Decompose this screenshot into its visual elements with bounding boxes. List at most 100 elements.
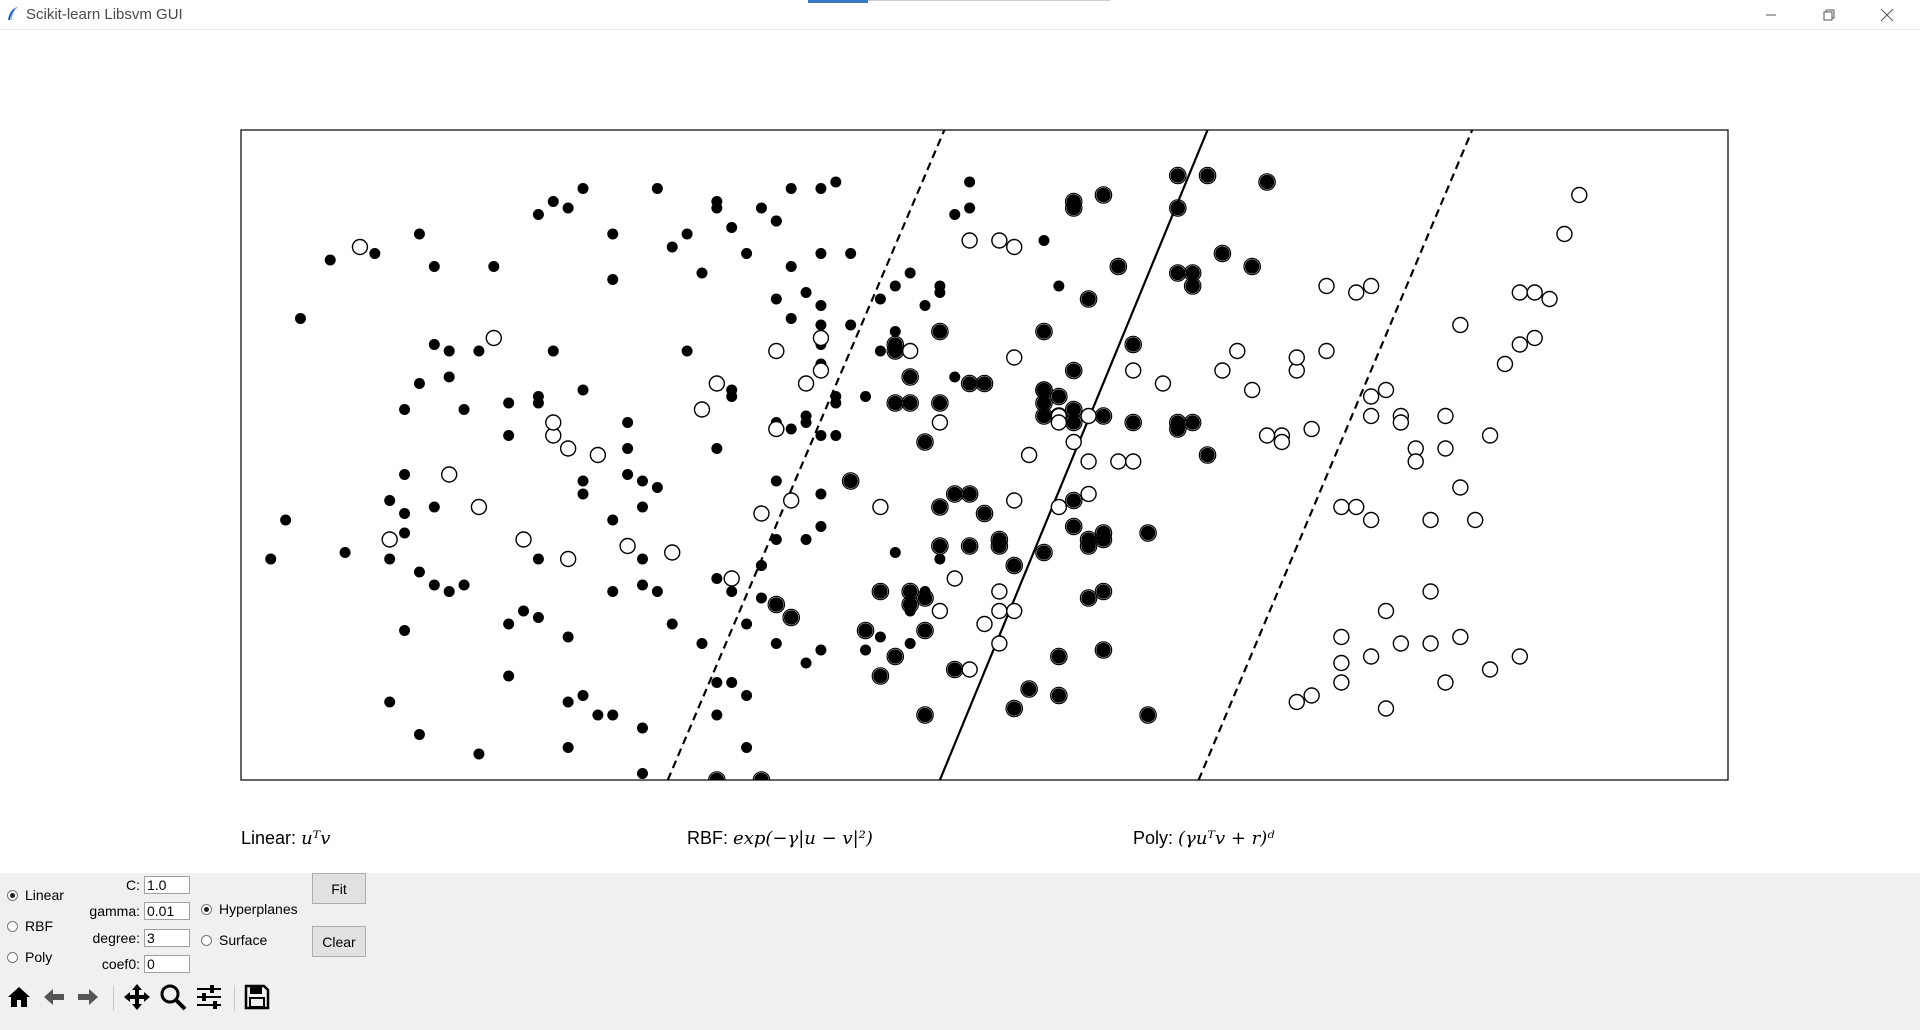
support-vector-ring (975, 374, 994, 393)
support-vector-ring (931, 322, 949, 341)
radio-indicator[interactable] (201, 934, 212, 946)
taskbar-accent (808, 0, 868, 3)
home-button[interactable] (3, 981, 35, 1013)
filled-data-point (860, 391, 872, 402)
support-vector-point (917, 707, 933, 723)
support-vector-ring (886, 647, 905, 666)
filled-data-point (874, 293, 886, 305)
filled-data-point (339, 547, 351, 558)
support-vector-ring (782, 608, 800, 627)
filled-data-point (964, 176, 976, 188)
open-data-point (1452, 628, 1469, 646)
configure-button[interactable] (193, 981, 225, 1013)
display-radio-label: Hyperplanes (219, 901, 298, 917)
radio-indicator[interactable] (201, 903, 212, 915)
radio-indicator[interactable] (7, 920, 18, 932)
clear-button[interactable]: Clear (312, 926, 366, 957)
plot-area[interactable] (265, 130, 1588, 788)
open-data-point (723, 570, 740, 587)
filled-data-point (860, 644, 872, 656)
support-vector-point (769, 597, 784, 612)
close-button[interactable] (1858, 0, 1916, 29)
filled-data-point (800, 657, 812, 669)
support-vector-ring (1064, 199, 1083, 217)
figure-canvas[interactable]: Linear: uᵀv RBF: exp(−γ|u − v|²) Poly: (… (0, 30, 1920, 873)
support-vector-point (1170, 200, 1186, 216)
kernel-radio-linear[interactable]: Linear (7, 887, 64, 903)
filled-data-point (547, 345, 559, 357)
filled-data-point (636, 768, 648, 779)
c-input[interactable] (144, 876, 190, 894)
filled-data-point (726, 677, 738, 688)
display-radio-hyperplanes[interactable]: Hyperplanes (201, 901, 298, 917)
filled-data-point (577, 183, 589, 194)
forward-button[interactable] (72, 981, 104, 1013)
support-vector-ring (1050, 387, 1068, 406)
degree-input[interactable] (144, 929, 190, 947)
save-button[interactable] (241, 981, 273, 1013)
filled-data-point (532, 397, 544, 409)
open-data-point (991, 232, 1008, 249)
fit-button[interactable]: Fit (312, 873, 366, 904)
support-vector-point (902, 369, 918, 385)
open-data-point (768, 420, 785, 438)
support-vector-point (1096, 525, 1111, 541)
pan-button[interactable] (121, 981, 153, 1013)
linear-kernel-label: Linear: uᵀv (241, 828, 330, 849)
radio-indicator[interactable] (7, 889, 18, 901)
filled-data-point (547, 196, 559, 207)
scatter-plot[interactable] (0, 30, 1920, 810)
poly-kernel-name: Poly: (1133, 828, 1174, 848)
filled-data-point (830, 176, 842, 188)
coef0-input[interactable] (144, 955, 190, 973)
back-button[interactable] (38, 981, 70, 1013)
support-vector-ring (1198, 446, 1217, 464)
support-vector-point (1200, 168, 1215, 183)
gamma-input[interactable] (144, 902, 190, 920)
back-icon (44, 989, 64, 1005)
support-vector-ring (901, 368, 919, 386)
decision-boundary-line (938, 130, 1209, 780)
support-vector-ring (1035, 543, 1053, 562)
support-vector-point (1081, 590, 1096, 606)
coef0-label: coef0: (101, 956, 140, 972)
open-data-point (1377, 381, 1395, 399)
filled-data-point (651, 183, 663, 194)
support-vector-point (873, 584, 888, 599)
filled-data-point (726, 586, 738, 597)
display-radio-surface[interactable]: Surface (201, 932, 267, 948)
controls-panel: Linear RBF Poly C: gamma: degree: coef0:… (0, 873, 1920, 1030)
margin-line (666, 130, 946, 780)
open-data-point (1333, 628, 1350, 646)
support-vector-point (1051, 688, 1067, 703)
support-vector-point (917, 623, 933, 638)
support-vector-ring (1139, 706, 1157, 724)
zoom-icon (160, 984, 187, 1011)
radio-indicator[interactable] (7, 951, 18, 963)
filled-data-point (904, 267, 916, 279)
filled-data-point (384, 495, 396, 506)
c-label: C: (126, 877, 140, 893)
support-vector-ring (1183, 413, 1202, 432)
support-vector-point (962, 538, 977, 554)
restore-button[interactable] (1800, 0, 1858, 29)
support-vector-point (1036, 324, 1052, 339)
zoom-button[interactable] (157, 981, 189, 1013)
open-data-point (1050, 498, 1068, 516)
filled-data-point (889, 547, 901, 558)
support-vector-ring (871, 667, 890, 685)
filled-data-point (755, 560, 767, 571)
filled-data-point (770, 534, 782, 545)
kernel-radio-poly[interactable]: Poly (7, 949, 52, 965)
support-vector-ring (931, 498, 949, 516)
filled-data-point (443, 586, 455, 597)
open-data-point (1080, 453, 1097, 470)
support-vector-ring (1124, 413, 1142, 432)
filled-data-point (785, 261, 797, 272)
kernel-radio-rbf[interactable]: RBF (7, 918, 53, 934)
support-vector-ring (916, 589, 934, 607)
filled-data-point (830, 430, 842, 441)
open-data-point (1362, 277, 1380, 295)
open-data-point (931, 602, 949, 620)
minimize-button[interactable] (1742, 0, 1800, 29)
